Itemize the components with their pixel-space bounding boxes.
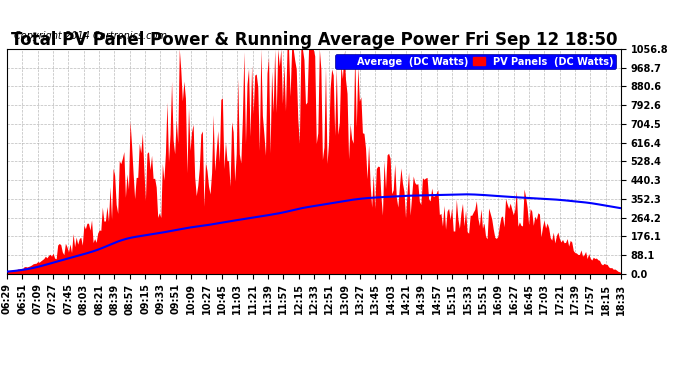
Legend: Average  (DC Watts), PV Panels  (DC Watts): Average (DC Watts), PV Panels (DC Watts) [335, 54, 616, 69]
Title: Total PV Panel Power & Running Average Power Fri Sep 12 18:50: Total PV Panel Power & Running Average P… [11, 31, 617, 49]
Text: Copyright 2014 Cartronics.com: Copyright 2014 Cartronics.com [14, 32, 167, 41]
